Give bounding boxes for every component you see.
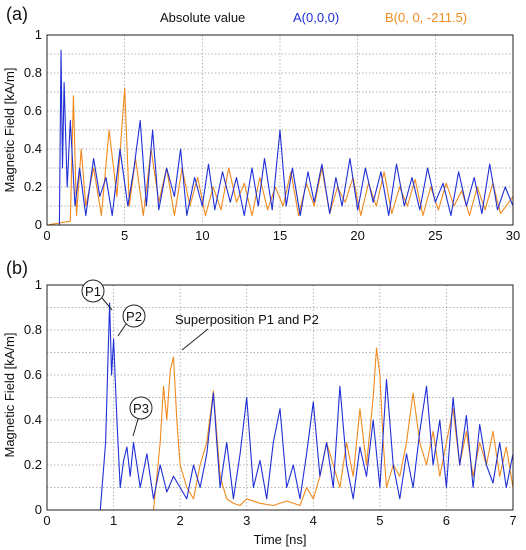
y-tick-label: 1 xyxy=(35,277,42,292)
annotation-p1: P1 xyxy=(81,279,113,311)
x-tick-label: 25 xyxy=(428,228,442,243)
x-tick-label: 30 xyxy=(506,228,520,243)
legend-series-b: B(0, 0, -211.5) xyxy=(385,10,467,25)
panel-b-frame xyxy=(46,284,514,511)
series-line-a xyxy=(47,302,514,511)
x-tick-label: 0 xyxy=(43,228,50,243)
panel-a: (a) Absolute value A(0,0,0) B(0, 0, -211… xyxy=(2,4,520,243)
annotation-p2-text: P2 xyxy=(126,309,142,324)
x-tick-label: 3 xyxy=(243,513,250,528)
panel-b-xlabel: Time [ns] xyxy=(254,532,307,547)
panel-a-label: (a) xyxy=(6,4,28,24)
series-line-b xyxy=(47,347,514,511)
y-tick-label: 0.4 xyxy=(24,412,42,427)
annotation-p1-arrow xyxy=(101,297,113,311)
x-tick-label: 1 xyxy=(110,513,117,528)
x-tick-label: 6 xyxy=(443,513,450,528)
series-line-a xyxy=(47,49,514,226)
x-tick-label: 2 xyxy=(177,513,184,528)
annotation-p3-arrow xyxy=(132,418,139,437)
panel-b: (b) Magnetic Field [kA/m] Time [ns] 0 1 2 3… xyxy=(2,258,517,547)
annotation-p2: P2 xyxy=(117,304,146,337)
x-tick-label: 20 xyxy=(350,228,364,243)
x-tick-label: 7 xyxy=(509,513,516,528)
x-tick-label: 0 xyxy=(43,513,50,528)
annotation-p2-circle xyxy=(122,304,146,328)
panel-b-ticks: 0 1 2 3 4 5 6 7 0 0.2 0.4 0.6 0.8 1 xyxy=(24,277,517,528)
x-tick-label: 15 xyxy=(273,228,287,243)
panel-b-ylabel: Magnetic Field [kA/m] xyxy=(2,333,17,458)
panel-a-ylabel: Magnetic Field [kA/m] xyxy=(2,68,17,193)
annotation-p3-text: P3 xyxy=(133,401,149,416)
legend-series-a: A(0,0,0) xyxy=(293,10,339,25)
y-tick-label: 0 xyxy=(35,502,42,517)
y-tick-label: 0.6 xyxy=(24,103,42,118)
y-tick-label: 0 xyxy=(35,217,42,232)
panel-a-lines xyxy=(46,49,514,226)
panel-b-grid xyxy=(47,285,513,510)
annotation-p1-text: P1 xyxy=(85,284,101,299)
y-tick-label: 0.8 xyxy=(24,322,42,337)
x-tick-label: 5 xyxy=(121,228,128,243)
annotation-p3-circle xyxy=(129,396,153,420)
y-tick-label: 0.6 xyxy=(24,367,42,382)
x-tick-label: 10 xyxy=(195,228,209,243)
annotation-superposition-text: Superposition P1 and P2 xyxy=(175,312,319,327)
annotation-p1-circle xyxy=(81,279,105,303)
series-line-b xyxy=(46,87,514,226)
y-tick-label: 0.8 xyxy=(24,65,42,80)
y-tick-label: 1 xyxy=(35,27,42,42)
legend-title: Absolute value xyxy=(160,10,245,25)
panel-b-lines xyxy=(47,302,514,511)
panel-a-frame xyxy=(46,34,514,226)
annotation-superposition-arrow xyxy=(181,328,209,351)
y-tick-label: 0.2 xyxy=(24,457,42,472)
panel-a-ticks: 0 5 10 15 20 25 30 0 0.2 0.4 0.6 0.8 1 xyxy=(24,27,520,243)
panel-b-label: (b) xyxy=(6,258,28,278)
annotation-p2-arrow xyxy=(117,323,127,337)
annotation-superposition: Superposition P1 and P2 xyxy=(175,312,319,351)
annotation-p3: P3 xyxy=(129,396,153,437)
y-tick-label: 0.2 xyxy=(24,179,42,194)
y-tick-label: 0.4 xyxy=(24,141,42,156)
x-tick-label: 5 xyxy=(376,513,383,528)
x-tick-label: 4 xyxy=(310,513,317,528)
